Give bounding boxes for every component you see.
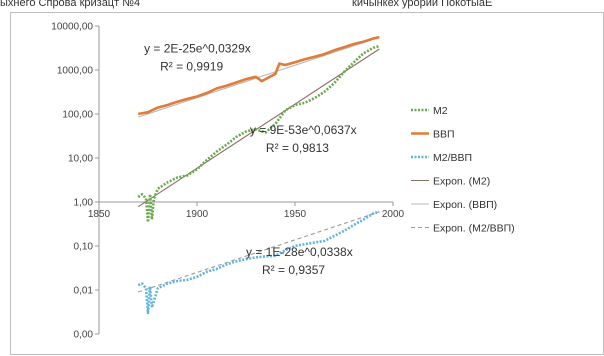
trend-equation-label: y = 1E-28e^0,0338x xyxy=(246,245,353,259)
y-tick-label: 0,00 xyxy=(74,330,94,341)
series-line-3 xyxy=(137,48,380,208)
trend-equation-label: R² = 0,9919 xyxy=(160,59,223,73)
x-tick-label: 1850 xyxy=(88,209,111,220)
legend-label: M2 xyxy=(433,105,448,117)
legend-label: ВВП xyxy=(433,128,455,140)
legend-label: Expon. (М2/ВВП) xyxy=(433,222,515,234)
x-tick-label: 2000 xyxy=(382,209,405,220)
y-tick-label: 1,00 xyxy=(74,198,94,209)
y-tick-label: 0,10 xyxy=(74,242,94,253)
legend-label: Expon. (ВВП) xyxy=(433,199,497,211)
legend-label: М2/ВВП xyxy=(433,152,472,164)
trend-equation-label: R² = 0,9357 xyxy=(262,263,325,277)
page-header: ыхнего Спрова кризацт №4 кичынкех урории… xyxy=(0,0,604,9)
y-tick-label: 1000,00 xyxy=(57,66,94,77)
series-line-0 xyxy=(137,44,380,224)
trend-equation-label: y = 2E-25e^0,0329x xyxy=(144,41,251,55)
y-tick-label: 0,01 xyxy=(74,286,94,297)
series-line-4 xyxy=(138,36,380,118)
y-tick-label: 10,00 xyxy=(68,154,93,165)
series-line-5 xyxy=(138,211,380,293)
chart-frame: 0,00 0,01 0,10 1,00 10,00 100,00 1000,00 10000,… xyxy=(10,12,604,355)
x-tick-label: 1950 xyxy=(284,209,307,220)
y-tick-label: 100,00 xyxy=(62,110,93,121)
header-right-text: кичынкех урории ПокотыаЕ xyxy=(352,0,493,9)
trend-equation-label: y = 9E-53e^0,0637x xyxy=(250,123,357,137)
y-tick-label: 10000,00 xyxy=(51,22,93,33)
header-left-text: ыхнего Спрова кризацт №4 xyxy=(0,0,141,9)
series-line-2 xyxy=(137,210,380,315)
series-line-1 xyxy=(137,35,380,116)
trend-equation-label: R² = 0,9813 xyxy=(266,141,329,155)
chart-svg: 0,00 0,01 0,10 1,00 10,00 100,00 1000,00 10000,… xyxy=(51,22,515,341)
legend-label: Expon. (M2) xyxy=(433,175,490,187)
x-tick-label: 1900 xyxy=(186,209,209,220)
